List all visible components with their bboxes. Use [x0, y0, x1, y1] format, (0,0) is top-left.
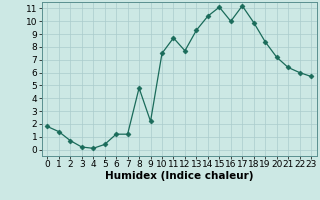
X-axis label: Humidex (Indice chaleur): Humidex (Indice chaleur) — [105, 171, 253, 181]
